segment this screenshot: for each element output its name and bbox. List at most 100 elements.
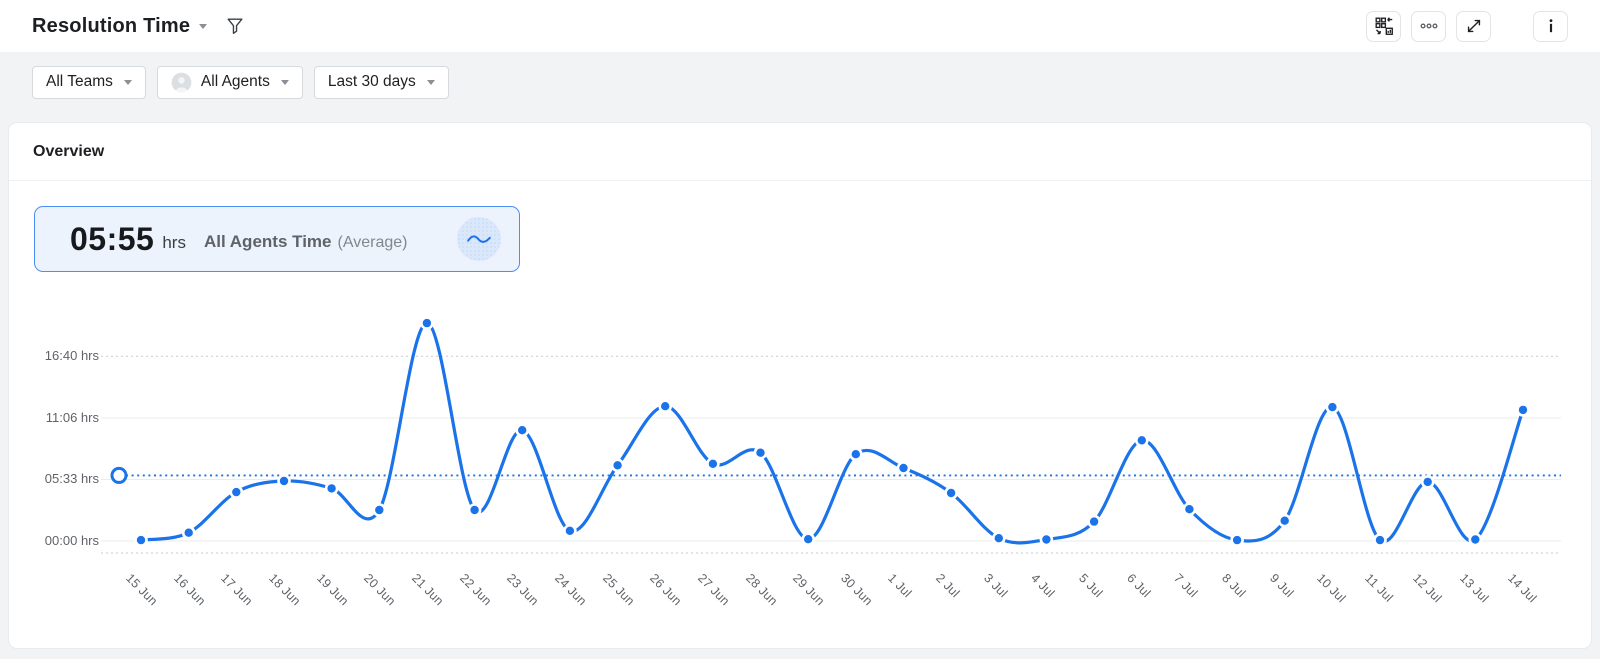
- x-axis-label: 29 Jun: [790, 571, 828, 609]
- x-axis-label: 24 Jun: [551, 571, 590, 609]
- data-point[interactable]: [181, 525, 196, 540]
- filter-button[interactable]: [221, 12, 249, 40]
- x-axis-label: 1 Jul: [885, 571, 915, 601]
- header-actions: [1356, 10, 1568, 42]
- stat-label: All Agents Time: [203, 232, 332, 251]
- x-axis-label: 3 Jul: [980, 571, 1011, 601]
- data-point[interactable]: [1087, 514, 1101, 529]
- data-point[interactable]: [1468, 532, 1483, 547]
- data-point[interactable]: [324, 481, 339, 496]
- data-point[interactable]: [848, 447, 863, 461]
- date-range-filter-label: Last 30 days: [327, 73, 416, 90]
- x-axis-label: 27 Jun: [694, 571, 733, 609]
- y-axis-label: 05:33 hrs: [44, 471, 99, 487]
- data-point[interactable]: [420, 316, 434, 330]
- data-point[interactable]: [563, 524, 577, 538]
- x-axis-label: 18 Jun: [266, 571, 304, 609]
- data-point[interactable]: [753, 445, 768, 460]
- data-point[interactable]: [896, 461, 911, 475]
- y-axis-label: 00:00 hrs: [44, 533, 99, 548]
- x-axis-label: 19 Jun: [313, 571, 351, 609]
- x-axis-label: 6 Jul: [1123, 571, 1154, 601]
- x-axis-label: 21 Jun: [409, 571, 447, 609]
- stat-unit: hrs: [162, 233, 186, 252]
- data-point[interactable]: [1230, 533, 1244, 547]
- avatar-icon: [171, 72, 192, 92]
- x-axis-label: 4 Jul: [1028, 571, 1058, 601]
- x-axis-label: 17 Jun: [218, 571, 256, 609]
- chart-plot-area[interactable]: [9, 296, 1592, 564]
- stat-value: 05:55: [70, 220, 155, 257]
- report-title-dropdown[interactable]: Resolution Time: [32, 14, 208, 38]
- data-point[interactable]: [610, 458, 625, 473]
- data-point[interactable]: [991, 531, 1006, 545]
- expand-icon: [1467, 19, 1480, 33]
- all-agents-time-stat-card[interactable]: 05:55 hrs All Agents Time (Average): [34, 206, 520, 272]
- teams-filter[interactable]: All Teams: [32, 65, 146, 99]
- page-title: Resolution Time: [32, 14, 191, 37]
- card-header: Overview: [9, 123, 1591, 181]
- switch-visualization-icon: [1375, 17, 1393, 35]
- x-axis-label: 20 Jun: [361, 571, 399, 609]
- data-point[interactable]: [372, 503, 387, 517]
- funnel-icon: [227, 18, 243, 34]
- date-range-filter[interactable]: Last 30 days: [313, 65, 449, 99]
- average-marker[interactable]: [110, 466, 128, 484]
- x-axis-label: 28 Jun: [742, 571, 780, 609]
- data-point[interactable]: [1420, 475, 1435, 489]
- data-point[interactable]: [801, 532, 816, 546]
- data-point[interactable]: [1516, 403, 1530, 417]
- chevron-down-icon: [199, 23, 208, 29]
- wave-icon: [467, 235, 491, 243]
- data-point[interactable]: [229, 485, 244, 499]
- chevron-down-icon: [426, 79, 435, 85]
- more-options-icon: [1420, 23, 1437, 29]
- data-point[interactable]: [1039, 532, 1054, 547]
- data-point[interactable]: [706, 457, 720, 471]
- data-point[interactable]: [1135, 433, 1149, 448]
- data-point[interactable]: [277, 474, 291, 488]
- x-axis-label: 16 Jun: [170, 571, 209, 609]
- data-point[interactable]: [1325, 400, 1340, 414]
- x-axis-label: 7 Jul: [1171, 571, 1201, 601]
- main-area: Overview 05:55 hrs All Agents Time (Aver…: [0, 112, 1600, 649]
- x-axis-label: 22 Jun: [456, 571, 494, 609]
- x-axis-label: 5 Jul: [1076, 571, 1106, 601]
- x-axis-label: 11 Jul: [1362, 571, 1396, 605]
- data-point[interactable]: [944, 486, 958, 500]
- data-point[interactable]: [467, 503, 482, 517]
- sparkline-badge: [457, 217, 501, 261]
- agents-filter[interactable]: All Agents: [156, 65, 303, 99]
- more-options-button[interactable]: [1411, 10, 1446, 42]
- resolution-time-chart[interactable]: 15 Jun 16 Jun 17 Jun 18 Jun 19 Jun 20 Jun 21 J…: [9, 296, 1591, 641]
- y-axis-label: 11:06 hrs: [45, 409, 99, 425]
- data-point[interactable]: [1277, 513, 1292, 528]
- x-axis-label: 14 Jul: [1505, 571, 1540, 606]
- x-axis-label: 2 Jul: [933, 571, 963, 601]
- y-axis-label: 16:40 hrs: [44, 348, 99, 364]
- data-point[interactable]: [1373, 533, 1387, 547]
- x-axis-label: 12 Jul: [1409, 571, 1445, 606]
- x-axis-label: 30 Jun: [837, 571, 876, 609]
- chevron-down-icon: [123, 79, 132, 85]
- x-axis-label: 13 Jul: [1457, 571, 1492, 606]
- switch-visualization-button[interactable]: [1366, 10, 1401, 42]
- filter-bar: All Teams All Agents Last 30 days: [0, 52, 1600, 112]
- data-point[interactable]: [1182, 502, 1197, 516]
- agents-filter-label: All Agents: [200, 73, 270, 90]
- chevron-down-icon: [280, 79, 289, 85]
- info-icon: [1549, 19, 1552, 33]
- widget-header: Resolution Time: [0, 0, 1600, 52]
- teams-filter-label: All Teams: [46, 73, 113, 90]
- x-axis-label: 8 Jul: [1219, 571, 1249, 601]
- data-point[interactable]: [658, 399, 673, 413]
- x-axis: 15 Jun 16 Jun 17 Jun 18 Jun 19 Jun 20 Jun 21 J…: [9, 569, 1591, 641]
- info-button[interactable]: [1533, 10, 1568, 42]
- expand-button[interactable]: [1456, 10, 1491, 42]
- data-point[interactable]: [515, 423, 530, 437]
- data-point[interactable]: [134, 533, 148, 547]
- x-axis-label: 23 Jun: [504, 571, 542, 609]
- x-axis-label: 10 Jul: [1314, 571, 1349, 606]
- stat-qualifier: (Average): [337, 233, 408, 251]
- x-axis-label: 9 Jul: [1266, 571, 1297, 601]
